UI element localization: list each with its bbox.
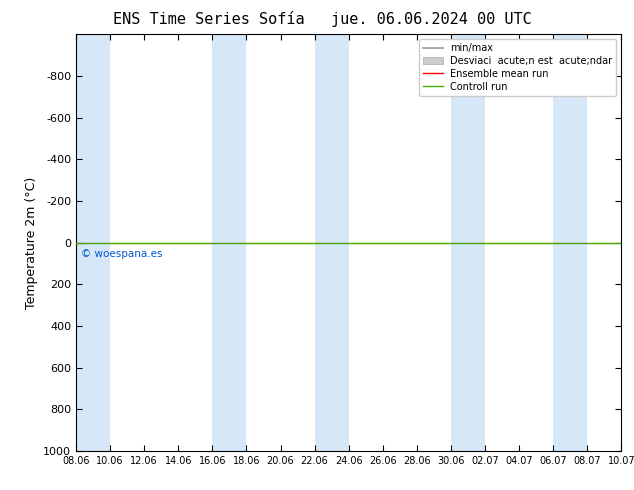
Bar xyxy=(212,34,247,451)
Bar xyxy=(451,34,485,451)
Text: © woespana.es: © woespana.es xyxy=(81,249,163,259)
Text: jue. 06.06.2024 00 UTC: jue. 06.06.2024 00 UTC xyxy=(331,12,531,27)
Text: ENS Time Series Sofía: ENS Time Series Sofía xyxy=(113,12,305,27)
Bar xyxy=(76,34,110,451)
Legend: min/max, Desviaci  acute;n est  acute;ndar, Ensemble mean run, Controll run: min/max, Desviaci acute;n est acute;ndar… xyxy=(419,39,616,96)
Y-axis label: Temperature 2m (°C): Temperature 2m (°C) xyxy=(25,176,37,309)
Bar xyxy=(553,34,587,451)
Bar xyxy=(314,34,349,451)
